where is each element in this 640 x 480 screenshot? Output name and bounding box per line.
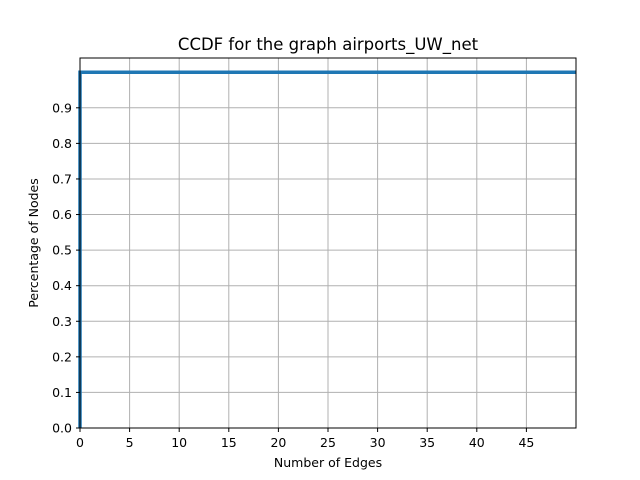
chart-title: CCDF for the graph airports_UW_net: [178, 35, 479, 55]
y-tick-label: 0.1: [52, 385, 72, 400]
y-tick-label: 0.3: [52, 314, 72, 329]
x-tick-label: 0: [76, 435, 84, 450]
x-tick-label: 5: [126, 435, 134, 450]
y-tick-label: 0.7: [52, 171, 72, 186]
y-axis-label: Percentage of Nodes: [26, 178, 41, 307]
x-axis: 0 5 10 15 20 25 30 35 40 45: [76, 428, 534, 450]
y-tick-label: 0.5: [52, 243, 72, 258]
x-tick-label: 45: [518, 435, 534, 450]
y-tick-label: 0.4: [52, 278, 72, 293]
y-tick-label: 0.2: [52, 349, 72, 364]
x-tick-label: 20: [270, 435, 286, 450]
y-tick-label: 0.9: [52, 100, 72, 115]
x-tick-label: 10: [171, 435, 187, 450]
y-tick-label: 0.6: [52, 207, 72, 222]
grid: [79, 58, 576, 429]
x-tick-label: 30: [370, 435, 386, 450]
x-tick-label: 40: [469, 435, 485, 450]
x-tick-label: 35: [419, 435, 435, 450]
y-tick-label: 0.0: [52, 421, 72, 436]
y-axis: 0.0 0.1 0.2 0.3 0.4 0.5 0.6 0.7 0.8 0.9: [52, 100, 80, 436]
x-axis-label: Number of Edges: [274, 455, 382, 470]
x-tick-label: 25: [320, 435, 336, 450]
x-tick-label: 15: [221, 435, 237, 450]
y-tick-label: 0.8: [52, 136, 72, 151]
